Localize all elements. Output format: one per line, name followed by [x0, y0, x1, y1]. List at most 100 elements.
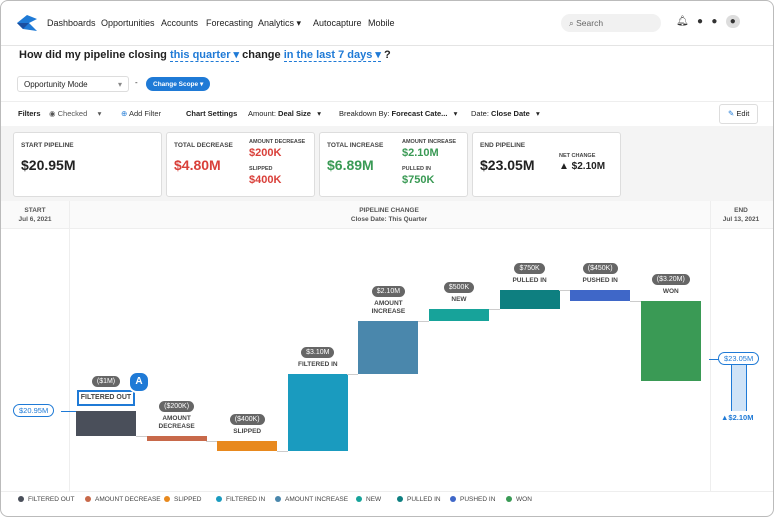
- net-label: ▲$2.10M: [721, 413, 754, 422]
- bar-label: ($450K) PUSHED IN: [565, 257, 635, 285]
- legend-label: AMOUNT DECREASE: [95, 496, 161, 503]
- settings-label: Chart Settings: [186, 109, 238, 118]
- scope-select[interactable]: this quarter ▾: [169, 49, 240, 62]
- add-filter[interactable]: ⊕ Add Filter: [121, 109, 162, 118]
- edit-text: Edit: [736, 109, 750, 118]
- legend-item[interactable]: AMOUNT INCREASE: [275, 496, 348, 503]
- chart-title-box: PIPELINE CHANGE Close Date: This Quarter: [69, 206, 709, 224]
- sub-value: $750K: [402, 174, 435, 186]
- edit-button[interactable]: ✎ Edit: [719, 104, 759, 124]
- value-pill: ($200K): [159, 401, 195, 412]
- date-select[interactable]: Date: Close Date ▾: [471, 109, 540, 118]
- mode-select[interactable]: Opportunity Mode ▾: [17, 76, 129, 92]
- mode-text: Opportunity Mode: [24, 80, 88, 89]
- search-placeholder: Search: [576, 18, 604, 28]
- nav-item[interactable]: Autocapture: [313, 18, 362, 28]
- connector: [206, 441, 218, 442]
- legend-label: FILTERED IN: [226, 496, 266, 503]
- legend-label: PULLED IN: [407, 496, 441, 503]
- category-label: AMOUNT DECREASE: [158, 415, 195, 430]
- add-filter-text: Add Filter: [128, 109, 162, 118]
- search[interactable]: ⌕ Search: [561, 14, 661, 32]
- q-text: ?: [384, 49, 391, 61]
- change-scope[interactable]: Change Scope ▾: [146, 77, 211, 91]
- bar[interactable]: [76, 411, 136, 436]
- card-title: TOTAL INCREASE: [327, 142, 384, 149]
- legend-item[interactable]: PULLED IN: [397, 496, 441, 503]
- icons[interactable]: 🔔︎ ● ● ●: [676, 15, 740, 28]
- summary-card: TOTAL INCREASE $6.89M AMOUNT INCREASE $2.10…: [319, 132, 468, 197]
- legend-label: WON: [516, 496, 532, 503]
- net-bar: [731, 358, 747, 411]
- start-title: START: [24, 207, 46, 214]
- card-title: START PIPELINE: [21, 142, 74, 149]
- sub-title: PULLED IN: [402, 166, 432, 172]
- nav-item[interactable]: Accounts: [161, 18, 199, 28]
- start-line: [61, 411, 77, 412]
- bar[interactable]: [640, 301, 701, 381]
- nav-item[interactable]: Mobile: [368, 18, 395, 28]
- bar-label: $500K NEW: [424, 276, 494, 304]
- q-text: change: [242, 49, 281, 61]
- legend-swatch: [85, 496, 91, 502]
- bar[interactable]: [358, 321, 419, 374]
- amount-select[interactable]: Amount: Deal Size ▾: [248, 109, 321, 118]
- legend-item[interactable]: WON: [506, 496, 532, 503]
- logo: [17, 15, 37, 31]
- legend-swatch: [506, 496, 512, 502]
- bar[interactable]: [570, 289, 631, 301]
- bar-label: ($400K) SLIPPED: [212, 408, 282, 436]
- legend-item[interactable]: SLIPPED: [164, 496, 201, 503]
- connector: [135, 436, 147, 437]
- bar[interactable]: [217, 441, 278, 451]
- bar[interactable]: [146, 436, 207, 441]
- top-nav: [1, 1, 773, 46]
- category-label: NEW: [451, 295, 467, 303]
- nav-item[interactable]: Dashboards: [47, 18, 96, 28]
- v: Deal Size: [278, 109, 311, 118]
- summary-card: START PIPELINE $20.95M: [13, 132, 162, 197]
- dash: -: [135, 78, 138, 87]
- card-title: TOTAL DECREASE: [174, 142, 233, 149]
- checked[interactable]: ◉ Checked ▾: [49, 109, 102, 118]
- legend-item[interactable]: PUSHED IN: [450, 496, 495, 503]
- k: Amount:: [248, 109, 276, 118]
- legend-item[interactable]: FILTERED IN: [216, 496, 265, 503]
- bar[interactable]: [287, 373, 348, 451]
- connector: [418, 321, 429, 322]
- nav-item[interactable]: Opportunities: [101, 18, 155, 28]
- bar[interactable]: [499, 289, 560, 309]
- question: How did my pipeline closing this quarter…: [19, 48, 391, 62]
- category-label[interactable]: FILTERED OUT: [77, 390, 135, 406]
- sub-title: AMOUNT DECREASE: [249, 139, 306, 145]
- value-pill: $3.10M: [301, 346, 335, 358]
- value-pill: $2.10M: [371, 286, 406, 297]
- value-pill: $750K: [514, 262, 545, 274]
- category-label: PULLED IN: [512, 276, 547, 284]
- legend-label: PUSHED IN: [460, 496, 496, 503]
- category-label: PUSHED IN: [582, 276, 618, 284]
- breakdown-select[interactable]: Breakdown By: Forecast Cate... ▾: [339, 109, 458, 118]
- nav-item[interactable]: Analytics ▾: [258, 18, 302, 28]
- annotation-badge: A: [128, 371, 150, 393]
- legend-swatch: [18, 496, 24, 502]
- chart-subtitle: Close Date: This Quarter: [350, 216, 428, 223]
- legend-item[interactable]: AMOUNT DECREASE: [85, 496, 161, 503]
- k: Breakdown By:: [339, 109, 390, 118]
- connector: [629, 301, 641, 302]
- v: Close Date: [491, 109, 530, 118]
- legend-item[interactable]: NEW: [356, 496, 381, 503]
- start-head: START Jul 6, 2021: [1, 206, 69, 224]
- nav-item[interactable]: Forecasting: [206, 18, 254, 28]
- period-select[interactable]: in the last 7 days ▾: [283, 49, 381, 62]
- q-text: How did my pipeline closing: [19, 49, 167, 61]
- sub-title: AMOUNT INCREASE: [402, 139, 457, 145]
- bar[interactable]: [429, 308, 489, 321]
- start-date: Jul 6, 2021: [18, 216, 52, 223]
- legend-item[interactable]: FILTERED OUT: [18, 496, 74, 503]
- value-pill: ($1M): [91, 376, 121, 387]
- sub-value: $200K: [249, 147, 282, 159]
- legend-swatch: [450, 496, 456, 502]
- sub-value: $2.10M: [402, 147, 439, 159]
